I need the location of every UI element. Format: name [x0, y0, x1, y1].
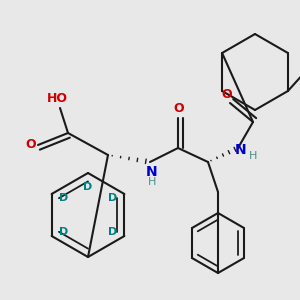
Text: O: O [174, 101, 184, 115]
Text: D: D [59, 227, 68, 237]
Text: D: D [59, 193, 68, 203]
Text: D: D [108, 193, 117, 203]
Text: O: O [26, 139, 36, 152]
Text: D: D [83, 182, 93, 192]
Text: H: H [249, 151, 257, 161]
Text: HO: HO [46, 92, 68, 104]
Text: N: N [146, 165, 158, 179]
Text: N: N [235, 143, 247, 157]
Text: O: O [222, 88, 232, 100]
Text: H: H [148, 177, 156, 187]
Text: D: D [108, 227, 117, 237]
